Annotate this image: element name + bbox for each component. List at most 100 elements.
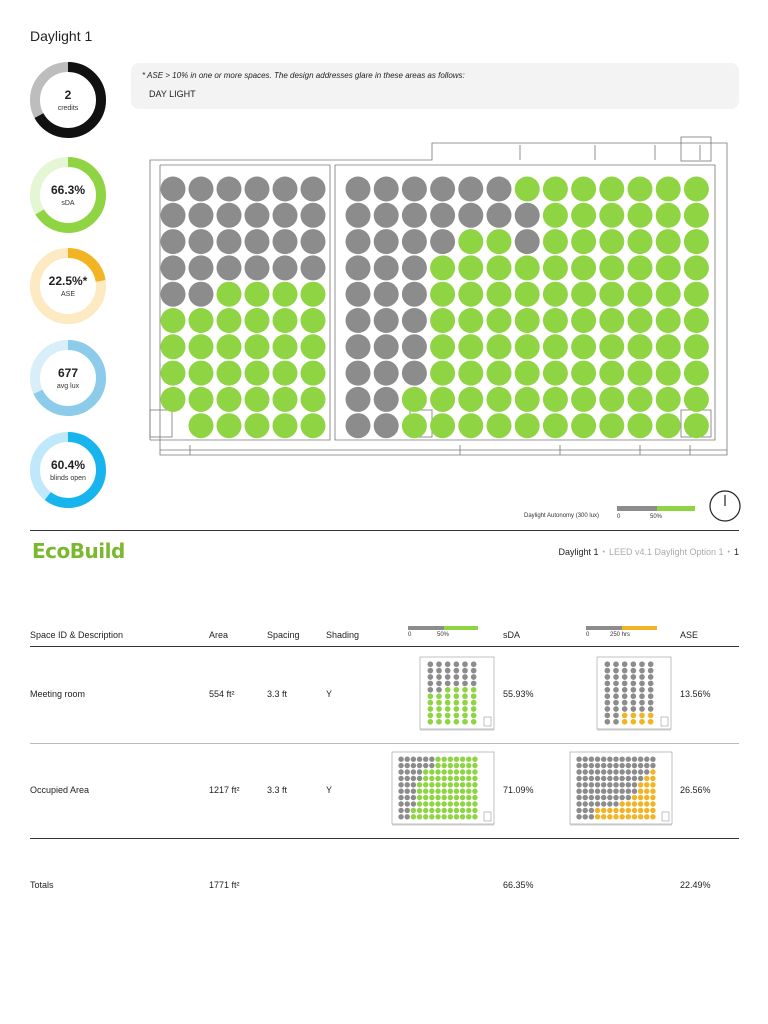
- sensor-point: [373, 386, 399, 412]
- thumb-point: [613, 667, 619, 674]
- thumb-point: [631, 788, 638, 794]
- thumb-point: [604, 680, 611, 687]
- thumb-point: [582, 762, 588, 769]
- sensor-point: [514, 413, 540, 439]
- thumb-point: [604, 718, 611, 725]
- thumb-point: [621, 674, 628, 680]
- thumb-point: [444, 686, 451, 693]
- thumb-point: [600, 788, 607, 794]
- thumb-point: [621, 706, 628, 712]
- thumb-point: [600, 794, 607, 801]
- thumb-point: [650, 794, 656, 801]
- thumb-point: [630, 718, 637, 725]
- sensor-point: [486, 360, 512, 386]
- thumb-point: [588, 769, 595, 775]
- thumb-point: [619, 814, 625, 820]
- sensor-point: [272, 334, 298, 360]
- thumb-point: [639, 667, 645, 674]
- thumb-point: [427, 706, 434, 712]
- thumb-point: [466, 775, 472, 782]
- thumb-point: [621, 680, 628, 687]
- sensor-point: [458, 176, 484, 202]
- thumb-point: [410, 762, 417, 769]
- thumb-point: [613, 680, 619, 687]
- thumb-point: [607, 775, 613, 782]
- thumb-point: [621, 699, 628, 706]
- thumb-point: [637, 801, 644, 807]
- sensor-point: [655, 308, 681, 333]
- thumb-point: [416, 794, 423, 801]
- sensor-point: [458, 334, 484, 360]
- row-occupied-area-spacing: 3.3 ft: [267, 785, 288, 795]
- thumb-point: [644, 756, 650, 762]
- sensor-point: [655, 176, 681, 202]
- thumb-point: [447, 775, 454, 782]
- thumb-point: [427, 718, 434, 725]
- sensor-point: [542, 386, 568, 412]
- thumb-point: [639, 699, 645, 706]
- thumb-point: [594, 775, 601, 782]
- thumb-door: [483, 811, 492, 822]
- row-divider: [30, 743, 739, 744]
- thumb-walls: [596, 656, 672, 731]
- thumb-point: [422, 762, 429, 769]
- sensor-point: [655, 255, 681, 281]
- thumb-point: [604, 661, 611, 668]
- thumb-point: [470, 718, 477, 725]
- thumb-point: [637, 756, 644, 762]
- thumb-point: [427, 667, 434, 674]
- sensor-point: [571, 229, 597, 255]
- thumb-point: [410, 788, 417, 794]
- sensor-point: [486, 229, 512, 255]
- sensor-point: [216, 255, 242, 281]
- thumb-point: [472, 756, 478, 762]
- sensor-point: [683, 176, 709, 202]
- sensor-point: [373, 176, 399, 202]
- sensor-point: [514, 255, 540, 281]
- thumb-point: [453, 718, 460, 725]
- thumb-point: [604, 693, 611, 700]
- ase-value: 22.5%*: [48, 274, 88, 288]
- sensor-point: [373, 334, 399, 360]
- thumb-point: [429, 814, 435, 820]
- sda-ring: 66.3% sDA: [28, 155, 108, 235]
- thumb-point: [435, 807, 441, 814]
- sensor-point: [244, 176, 270, 202]
- sensor-point: [272, 255, 298, 281]
- sensor-point: [627, 308, 653, 333]
- thumb-point: [453, 680, 460, 687]
- breadcrumb-page[interactable]: Daylight 1: [558, 547, 599, 557]
- breadcrumb-standard[interactable]: LEED v4.1 Daylight Option 1: [608, 547, 724, 557]
- thumb-point: [631, 756, 638, 762]
- thumb-point: [459, 769, 466, 775]
- thumb-point: [404, 769, 410, 775]
- thumb-point: [637, 782, 644, 788]
- thumb-point: [462, 680, 468, 687]
- sensor-point: [345, 386, 371, 412]
- sensor-point: [514, 281, 540, 307]
- sensor-point: [345, 360, 371, 386]
- sensor-point: [542, 413, 568, 439]
- thumb-point: [453, 801, 460, 807]
- thumb-point: [472, 762, 478, 769]
- sensor-point: [627, 229, 653, 255]
- thumb-point: [644, 801, 650, 807]
- ase-scale-tick-250: 250 hrs: [610, 632, 631, 638]
- thumb-point: [607, 769, 613, 775]
- thumb-point: [582, 814, 588, 820]
- thumb-point: [647, 712, 654, 719]
- thumb-point: [422, 756, 429, 762]
- sensor-point: [458, 386, 484, 412]
- plan-walls: [149, 136, 728, 456]
- thumb-point: [650, 814, 656, 820]
- thumb-point: [436, 674, 442, 680]
- blinds-open-ring-chart: [30, 432, 106, 508]
- glare-note-text: * ASE > 10% in one or more spaces. The d…: [142, 71, 465, 80]
- thumb-point: [600, 782, 607, 788]
- thumb-point: [613, 762, 619, 769]
- thumb-point: [404, 756, 410, 762]
- occupied-area-wall: [334, 164, 716, 441]
- thumb-point: [459, 788, 466, 794]
- thumb-point: [427, 699, 434, 706]
- thumb-point: [404, 794, 410, 801]
